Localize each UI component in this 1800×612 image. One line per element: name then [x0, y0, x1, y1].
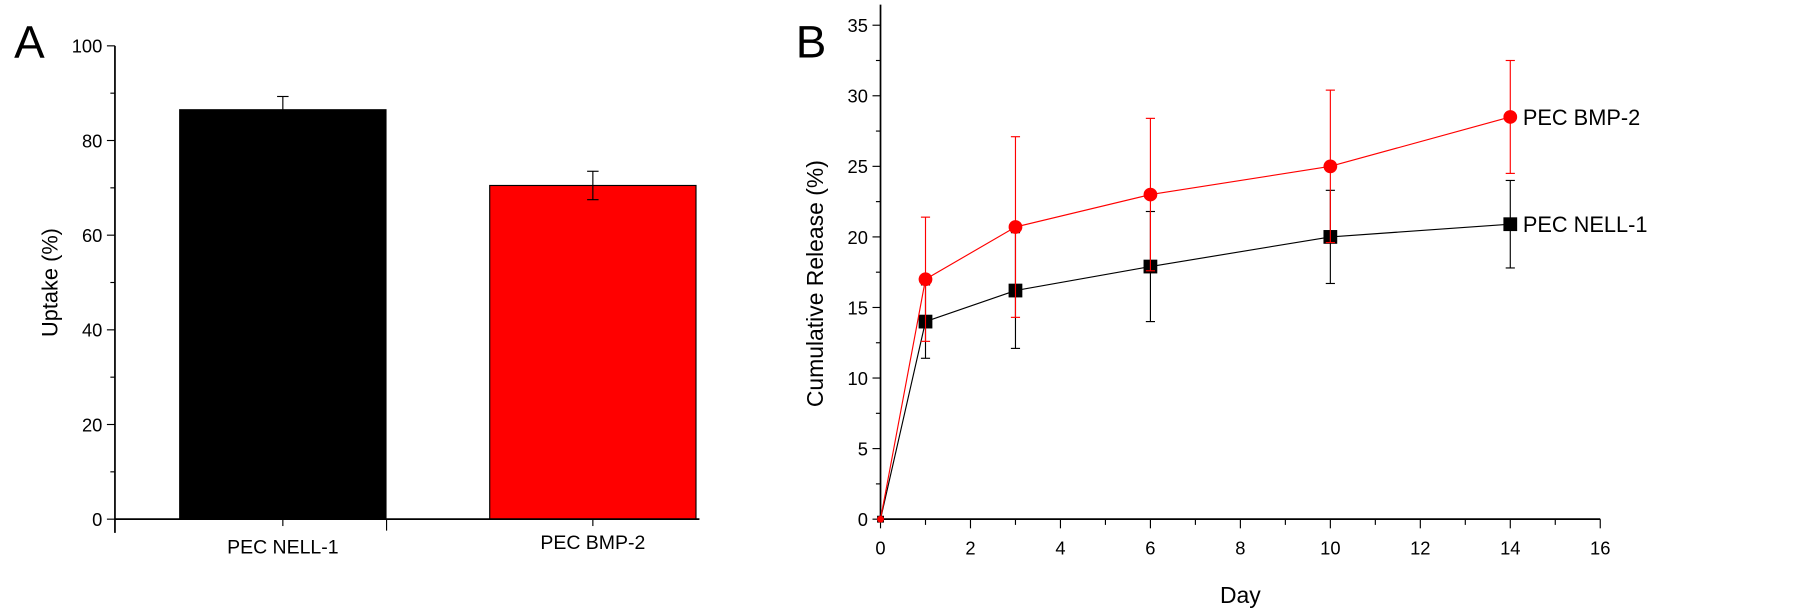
line-chart-release: 0 5 10 15 20 25 30 35 0 2 4 6 8 10 12 14 16 Day Cumulative… — [802, 4, 1648, 608]
y-tick-label: 40 — [82, 320, 102, 341]
series-label: PEC BMP-2 — [1523, 105, 1640, 130]
y-tick-label: 5 — [858, 438, 868, 459]
x-tick-label: PEC NELL-1 — [227, 537, 338, 559]
y-tick-label: 60 — [82, 225, 102, 246]
series-pec-bmp-2: PEC BMP-2 — [877, 59, 1640, 523]
data-point — [1503, 217, 1518, 232]
y-axis-label: Cumulative Release (%) — [802, 160, 828, 407]
y-tick-label: 15 — [848, 297, 868, 318]
y-tick-label: 0 — [92, 509, 102, 530]
x-tick-label: 10 — [1320, 538, 1340, 559]
y-tick-label: 25 — [848, 156, 868, 177]
x-axis-label: Day — [1220, 582, 1261, 608]
x-tick-label: 16 — [1590, 538, 1610, 559]
panel-b-label: B — [796, 16, 827, 67]
x-tick-label: 0 — [875, 538, 885, 559]
y-tick-label: 10 — [848, 368, 868, 389]
y-axis-label: Uptake (%) — [38, 228, 63, 337]
series-label: PEC NELL-1 — [1523, 212, 1648, 237]
y-tick-label: 30 — [848, 86, 868, 107]
data-point — [918, 272, 933, 287]
x-tick-label: PEC BMP-2 — [540, 532, 645, 554]
data-point — [1008, 220, 1023, 234]
x-tick-label: 12 — [1410, 538, 1430, 559]
series-line — [879, 223, 1511, 520]
bar-2 — [489, 184, 697, 520]
bar-chart-uptake: PEC NELL-1 PEC BMP-2 0 20 40 60 80 100 Uptake (%… — [38, 36, 700, 559]
data-point — [1323, 159, 1338, 174]
data-point — [1503, 110, 1518, 124]
x-tick-label: 4 — [1055, 538, 1065, 559]
series-line — [879, 116, 1511, 520]
bar-1 — [179, 109, 387, 520]
x-tick-label: 14 — [1500, 538, 1520, 559]
y-tick-label: 20 — [82, 414, 102, 435]
panel-a-label: A — [14, 16, 45, 67]
y-tick-label: 35 — [848, 15, 868, 36]
y-tick-label: 80 — [82, 130, 102, 151]
y-tick-label: 20 — [848, 227, 868, 248]
data-point — [877, 515, 884, 523]
data-point — [1143, 187, 1158, 202]
x-tick-label: 6 — [1145, 538, 1155, 559]
x-tick-label: 8 — [1235, 538, 1245, 559]
x-tick-label: 2 — [965, 538, 975, 559]
y-tick-label: 0 — [858, 509, 868, 530]
y-tick-label: 100 — [72, 36, 103, 57]
series-pec-nell-1: PEC NELL-1 — [877, 179, 1648, 523]
